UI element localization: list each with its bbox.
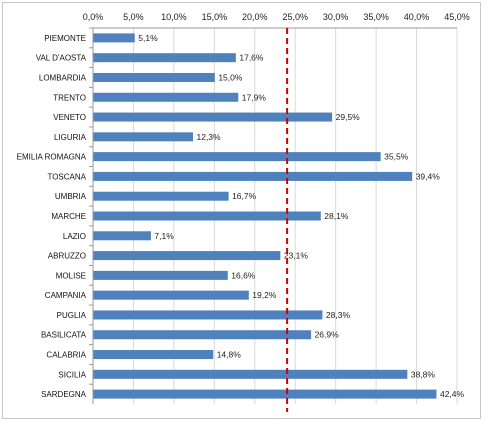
x-tick-label: 10,0%: [161, 12, 187, 22]
bar: [93, 211, 321, 221]
data-label: 35,5%: [384, 152, 409, 162]
bar: [93, 350, 214, 360]
bar: [93, 152, 381, 162]
gridlines: [89, 27, 458, 404]
bar: [93, 33, 135, 43]
data-label: 15,0%: [218, 72, 243, 82]
x-tick-label: 35,0%: [363, 12, 389, 22]
bar: [93, 171, 413, 181]
data-labels: 5,1% 17,6% 15,0% 17,9% 29,5% 12,3% 35,5% 39,4% 1…: [138, 33, 464, 399]
bar: [93, 251, 281, 261]
data-label: 42,4%: [440, 389, 465, 399]
category-label: BASILICATA: [41, 331, 87, 340]
bar: [93, 92, 239, 102]
category-label: UMBRIA: [55, 192, 87, 201]
category-label: VENETO: [53, 113, 86, 122]
category-label: MARCHE: [51, 212, 86, 221]
category-label: LOMBARDIA: [39, 73, 87, 82]
category-label: SICILIA: [58, 370, 86, 379]
data-label: 12,3%: [196, 132, 221, 142]
category-label: TOSCANA: [47, 172, 86, 181]
category-label: EMILIA ROMAGNA: [17, 153, 87, 162]
category-label: TRENTO: [53, 93, 86, 102]
x-tick-label: 25,0%: [282, 12, 308, 22]
data-label: 28,1%: [324, 211, 349, 221]
category-label: LAZIO: [63, 232, 86, 241]
data-label: 38,8%: [411, 369, 436, 379]
category-label: MOLISE: [56, 271, 86, 280]
data-label: 16,7%: [232, 191, 257, 201]
bar: [93, 270, 228, 280]
data-label: 16,6%: [231, 270, 256, 280]
bar: [93, 389, 437, 399]
x-tick-label: 15,0%: [202, 12, 228, 22]
x-tick-label: 45,0%: [444, 12, 470, 22]
category-labels: PIEMONTE VAL D'AOSTA LOMBARDIA TRENTO VENETO…: [17, 34, 87, 399]
bar: [93, 112, 333, 122]
data-label: 26,9%: [315, 330, 340, 340]
chart-frame: [2, 2, 481, 419]
data-label: 23,1%: [284, 251, 309, 261]
data-label: 17,6%: [239, 53, 264, 63]
category-label: PIEMONTE: [44, 34, 86, 43]
bar: [93, 290, 249, 300]
category-label: ABRUZZO: [48, 252, 86, 261]
data-label: 17,9%: [242, 92, 267, 102]
data-label: 39,4%: [416, 171, 441, 181]
category-label: SARDEGNA: [41, 390, 87, 399]
data-label: 14,8%: [217, 350, 242, 360]
data-label: 5,1%: [138, 33, 158, 43]
bar: [93, 132, 193, 142]
category-label: PUGLIA: [57, 311, 87, 320]
data-label: 28,3%: [326, 310, 351, 320]
x-tick-label: 0,0%: [83, 12, 104, 22]
bar: [93, 330, 312, 340]
bar: [93, 53, 236, 63]
x-axis-ticks: 0,0% 5,0% 10,0% 15,0% 20,0% 25,0% 30,0% 35,0% 40…: [83, 12, 470, 22]
bar: [93, 310, 323, 320]
bar: [93, 369, 408, 379]
category-label: CAMPANIA: [45, 291, 87, 300]
data-label: 29,5%: [336, 112, 361, 122]
bar: [93, 231, 151, 241]
bar: [93, 72, 215, 82]
bar: [93, 191, 229, 201]
x-tick-label: 20,0%: [242, 12, 268, 22]
x-tick-label: 40,0%: [404, 12, 430, 22]
data-label: 7,1%: [154, 231, 174, 241]
category-label: LIGURIA: [54, 133, 87, 142]
x-tick-label: 30,0%: [323, 12, 349, 22]
x-tick-label: 5,0%: [123, 12, 144, 22]
bars: [93, 33, 437, 399]
category-label: VAL D'AOSTA: [36, 54, 87, 63]
data-label: 19,2%: [252, 290, 277, 300]
category-label: CALABRIA: [46, 351, 86, 360]
